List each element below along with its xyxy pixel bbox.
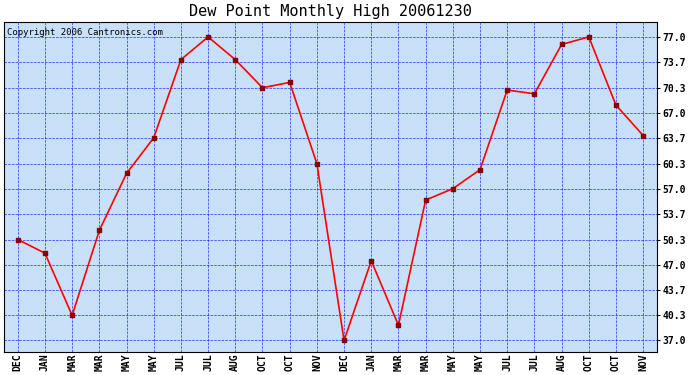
Title: Dew Point Monthly High 20061230: Dew Point Monthly High 20061230	[189, 4, 472, 19]
Point	[39, 250, 50, 256]
Point	[638, 132, 649, 138]
Point	[502, 87, 513, 93]
Point	[284, 80, 295, 86]
Point	[420, 197, 431, 203]
Point	[175, 57, 186, 63]
Point	[230, 57, 241, 63]
Point	[447, 186, 458, 192]
Point	[583, 34, 594, 40]
Point	[311, 160, 322, 166]
Text: Copyright 2006 Cantronics.com: Copyright 2006 Cantronics.com	[8, 28, 164, 38]
Point	[611, 102, 622, 108]
Point	[475, 167, 486, 173]
Point	[12, 237, 23, 243]
Point	[366, 258, 377, 264]
Point	[121, 171, 132, 177]
Point	[94, 227, 105, 233]
Point	[257, 85, 268, 91]
Point	[529, 91, 540, 97]
Point	[67, 312, 78, 318]
Point	[393, 322, 404, 328]
Point	[339, 338, 350, 344]
Point	[148, 135, 159, 141]
Point	[203, 34, 214, 40]
Point	[556, 42, 567, 48]
